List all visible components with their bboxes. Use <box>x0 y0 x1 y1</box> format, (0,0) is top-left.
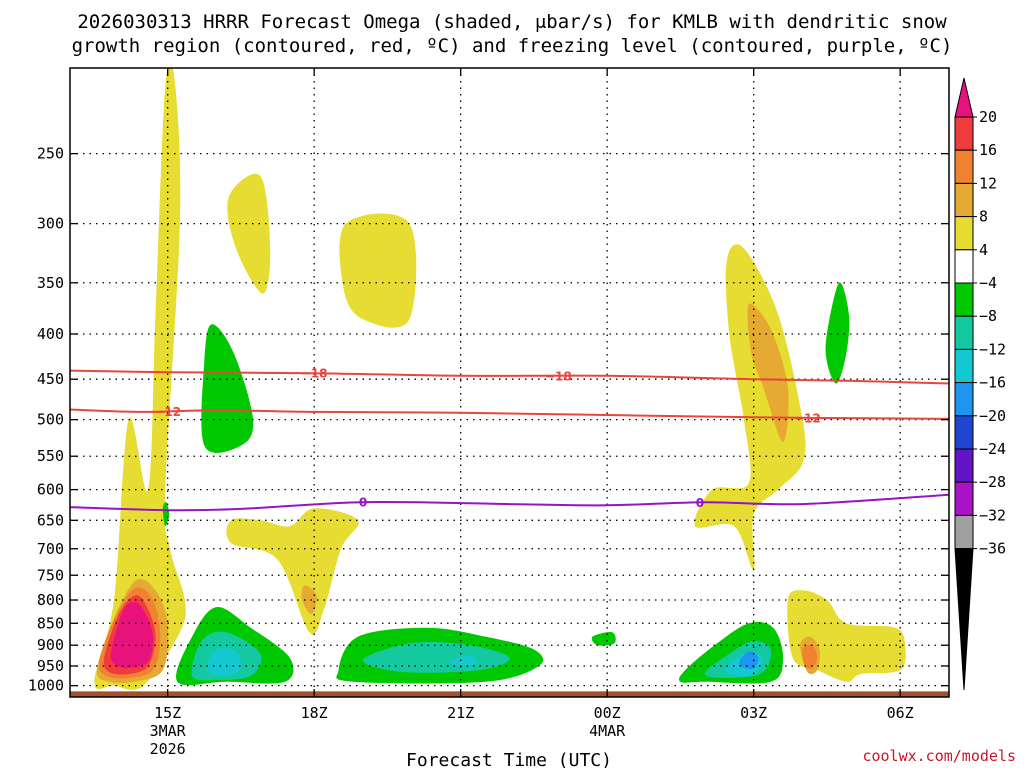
colorbar-bin-8 <box>954 382 974 417</box>
contour-label-0-1: −18 <box>545 369 572 383</box>
omega-area-20-value--4 <box>825 282 850 384</box>
plot-frame <box>69 67 950 698</box>
colorbar-label-2: 12 <box>979 174 997 192</box>
colorbar-label-13: −36 <box>979 540 1006 558</box>
xtick-label-21Z: 21Z <box>447 704 474 722</box>
colorbar-bin-6 <box>954 315 974 350</box>
colorbar-label-4: 4 <box>979 241 988 259</box>
colorbar-bin-11 <box>954 481 974 516</box>
colorbar-bin-9 <box>954 415 974 450</box>
ytick-label-850: 850 <box>37 614 64 632</box>
omega-area-0-value-4 <box>94 68 186 690</box>
colorbar-label-6: −8 <box>979 307 997 325</box>
colorbar-bin-7 <box>954 348 974 384</box>
contour-label-2-1: 0 <box>696 496 704 510</box>
ytick-label-500: 500 <box>37 411 64 429</box>
ytick-label-250: 250 <box>37 145 64 163</box>
xtick-sublabel-15Z: 3MAR <box>150 722 187 740</box>
contour-line-2 <box>70 493 949 512</box>
colorbar-bin-0 <box>954 116 974 151</box>
colorbar-bin-1 <box>954 149 974 184</box>
colorbar: 20 16 12 8 4 −4 −8 −12 −16 −20 −24 −28 −32 −36 <box>954 77 1006 691</box>
y-axis-ticks: 250 300 350 400 450 500 550 600 650 700 750 800 850 9… <box>28 145 949 695</box>
ytick-label-300: 300 <box>37 215 64 233</box>
omega-area-25-value-4 <box>787 590 906 682</box>
ytick-label-600: 600 <box>37 481 64 499</box>
colorbar-under-arrow <box>954 548 974 691</box>
colorbar-label-9: −20 <box>979 407 1006 425</box>
contour-label-2-0: 0 <box>359 496 367 510</box>
ytick-label-950: 950 <box>37 657 64 675</box>
contour-line-1 <box>70 408 949 420</box>
colorbar-bin-2 <box>954 182 974 218</box>
omega-area-15-value--8 <box>362 641 510 673</box>
grid-lines <box>70 68 949 697</box>
colorbar-label-3: 8 <box>979 208 988 226</box>
ytick-label-450: 450 <box>37 370 64 388</box>
omega-area-13-value--12 <box>206 647 242 676</box>
ytick-label-350: 350 <box>37 274 64 292</box>
ytick-label-400: 400 <box>37 325 64 343</box>
credit-text[interactable]: coolwx.com/models <box>862 747 1016 765</box>
colorbar-label-0: 20 <box>979 108 997 126</box>
contour-line-0 <box>70 369 949 385</box>
omega-area-18-value-4 <box>694 244 806 571</box>
colorbar-label-12: −32 <box>979 506 1006 524</box>
ytick-label-750: 750 <box>37 566 64 584</box>
ytick-label-700: 700 <box>37 540 64 558</box>
omega-area-6-value-4 <box>339 213 417 328</box>
omega-area-17-value--4 <box>591 631 616 646</box>
xtick-label-00Z: 00Z <box>594 704 621 722</box>
omega-area-9-value--4 <box>201 324 254 453</box>
omega-area-7-value-4 <box>226 508 359 635</box>
omega-shaded-areas <box>94 68 906 690</box>
colorbar-label-10: −24 <box>979 440 1006 458</box>
xtick-year-15Z: 2026 <box>150 740 186 758</box>
ytick-label-550: 550 <box>37 447 64 465</box>
omega-area-4-value-20 <box>110 602 154 669</box>
ytick-label-1000: 1000 <box>28 677 64 695</box>
colorbar-label-11: −28 <box>979 473 1006 491</box>
ytick-label-650: 650 <box>37 511 64 529</box>
colorbar-label-5: −4 <box>979 274 997 292</box>
colorbar-label-1: 16 <box>979 141 997 159</box>
ytick-label-900: 900 <box>37 636 64 654</box>
colorbar-bin-4 <box>954 249 974 284</box>
xtick-sublabel-00Z: 4MAR <box>589 722 626 740</box>
colorbar-bin-12 <box>954 514 974 550</box>
colorbar-over-arrow <box>954 77 974 118</box>
contour-label-1-0: −12 <box>154 405 181 419</box>
ytick-label-800: 800 <box>37 591 64 609</box>
colorbar-label-7: −12 <box>979 340 1006 358</box>
colorbar-bin-3 <box>954 216 974 251</box>
chart-title-line2: growth region (contoured, red, ºC) and f… <box>72 35 953 57</box>
contour-label-1-1: −12 <box>794 411 821 425</box>
xtick-label-15Z: 15Z <box>154 704 181 722</box>
omega-area-24-value--16 <box>738 651 759 670</box>
xtick-label-06Z: 06Z <box>887 704 914 722</box>
omega-area-27-value-12 <box>802 644 818 669</box>
colorbar-label-8: −16 <box>979 374 1006 392</box>
colorbar-bin-5 <box>954 282 974 317</box>
colorbar-bin-10 <box>954 448 974 483</box>
xtick-label-03Z: 03Z <box>740 704 767 722</box>
contour-label-0-0: −18 <box>301 367 328 381</box>
omega-area-5-value-4 <box>227 173 271 294</box>
chart-title-line1: 2026030313 HRRR Forecast Omega (shaded, … <box>77 11 947 33</box>
omega-area-16-value--12 <box>450 655 477 667</box>
terrain-ground <box>70 691 949 697</box>
temperature-contours: −18 −18 −12 −12 0 0 <box>70 367 949 512</box>
xtick-label-18Z: 18Z <box>301 704 328 722</box>
x-axis-label: Forecast Time (UTC) <box>406 750 612 768</box>
omega-area-8-value-8 <box>301 585 317 615</box>
omega-area-19-value-8 <box>747 303 789 442</box>
